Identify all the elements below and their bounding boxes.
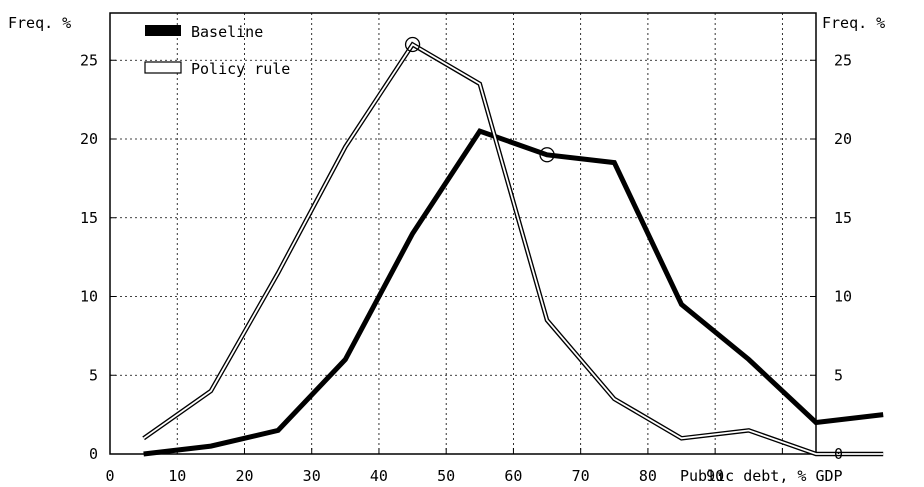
y-tick-label-left: 25 (80, 51, 98, 69)
x-tick-label: 50 (437, 467, 455, 485)
y-tick-label-left: 15 (80, 209, 98, 227)
series-marker (539, 147, 555, 163)
x-tick-label: 60 (504, 467, 522, 485)
x-tick-label: 90 (706, 467, 724, 485)
y-tick-label-left: 5 (89, 366, 98, 384)
series-policy-rule (142, 36, 884, 457)
series-line-policy-rule-inner (143, 43, 884, 455)
y-tick-label-left: 0 (89, 445, 98, 463)
x-tick-label: 10 (168, 467, 186, 485)
x-tick-label: 80 (639, 467, 657, 485)
legend: Baseline Policy rule (144, 23, 290, 78)
y-tick-label-right: 10 (834, 288, 852, 306)
y-tick-label-right: 25 (834, 51, 852, 69)
y-axis-label-left: Freq. % (8, 14, 71, 32)
x-tick-label: 20 (235, 467, 253, 485)
legend-swatch-baseline (145, 25, 181, 36)
legend-label-baseline: Baseline (191, 23, 263, 41)
x-tick-label: 30 (303, 467, 321, 485)
plot-frame (109, 12, 817, 455)
y-tick-label-right: 5 (834, 366, 843, 384)
y-tick-label-right: 0 (834, 445, 843, 463)
y-tick-label-right: 15 (834, 209, 852, 227)
legend-swatch-policy-rule (144, 61, 182, 74)
series-baseline (143, 128, 884, 457)
y-tick-label-right: 20 (834, 130, 852, 148)
series-line-baseline (143, 128, 884, 457)
y-tick-label-left: 20 (80, 130, 98, 148)
x-tick-label: 70 (572, 467, 590, 485)
tick-marks (109, 59, 816, 455)
x-axis-label: Public debt, % GDP (680, 467, 843, 485)
grid (110, 13, 816, 454)
y-tick-label-left: 10 (80, 288, 98, 306)
x-tick-label: 40 (370, 467, 388, 485)
legend-label-policy-rule: Policy rule (191, 60, 290, 78)
series-layer (142, 36, 884, 457)
series-marker (404, 36, 421, 53)
y-axis-label-right: Freq. % (822, 14, 885, 32)
x-tick-label: 0 (105, 467, 114, 485)
